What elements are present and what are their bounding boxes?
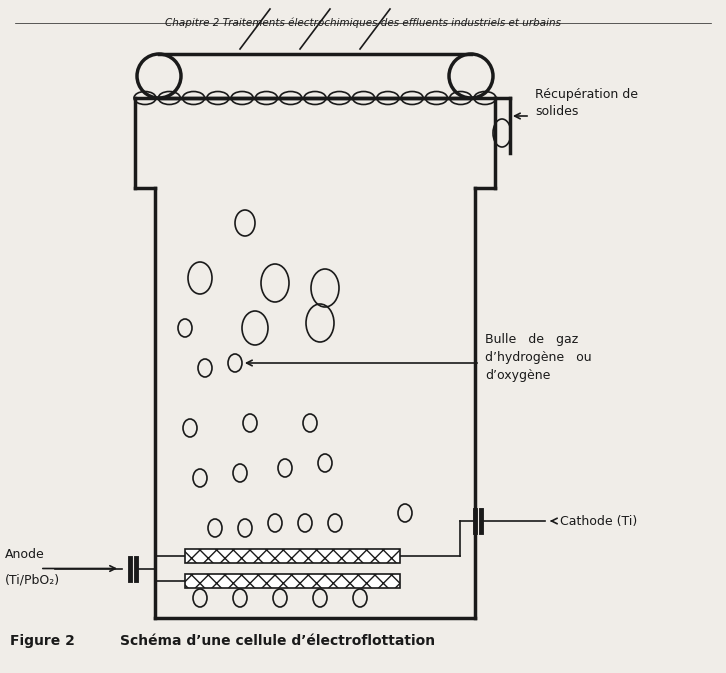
Bar [185,549,400,563]
Bar [185,574,400,588]
Text: Anode: Anode [5,548,45,561]
Text: Récupération de
solides: Récupération de solides [535,88,638,118]
Text: Bulle   de   gaz
d’hydrogène   ou
d’oxygène: Bulle de gaz d’hydrogène ou d’oxygène [485,334,592,382]
Text: (Ti/PbO₂): (Ti/PbO₂) [5,573,60,586]
Text: Chapitre 2 Traitements électrochimiques des effluents industriels et urbains: Chapitre 2 Traitements électrochimiques … [165,18,561,28]
Text: Cathode (Ti): Cathode (Ti) [560,514,637,528]
Text: Figure 2: Figure 2 [10,634,75,648]
Text: Schéma d’une cellule d’électroflottation: Schéma d’une cellule d’électroflottation [120,634,435,648]
